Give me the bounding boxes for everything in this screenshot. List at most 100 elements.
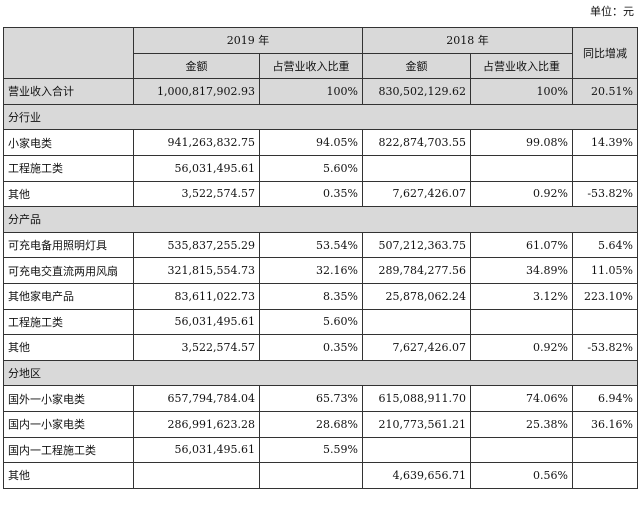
table-row: 可充电备用照明灯具 535,837,255.29 53.54% 507,212,…: [3, 231, 638, 259]
table-row: 国外一小家电类 657,794,784.04 65.73% 615,088,91…: [3, 385, 638, 412]
section-label: 分行业: [3, 103, 638, 131]
table-row: 其他 3,522,574.57 0.35% 7,627,426.07 0.92%…: [3, 334, 638, 361]
row-label: 其他: [3, 334, 134, 361]
header-amount-2018: 金额: [362, 52, 471, 80]
unit-label: 单位：元: [590, 5, 634, 18]
table-row: 小家电类 941,263,832.75 94.05% 822,874,703.5…: [3, 129, 638, 156]
amount-2018: 615,088,911.70: [362, 385, 471, 412]
ratio-2018: 61.07%: [470, 231, 573, 259]
amount-2019: 286,991,623.28: [133, 410, 260, 438]
amount-2018: 7,627,426.07: [362, 180, 471, 208]
section-label: 分产品: [3, 206, 638, 233]
amount-2018: 210,773,561.21: [362, 410, 471, 438]
amount-2019: 535,837,255.29: [133, 231, 260, 259]
yoy-change: [572, 462, 638, 489]
ratio-2018: 100%: [470, 78, 573, 105]
amount-2019: 56,031,495.61: [133, 154, 260, 182]
amount-2019: 83,611,022.73: [133, 282, 260, 310]
ratio-2018: 34.89%: [470, 257, 573, 284]
table-row: 国内一工程施工类 56,031,495.61 5.59%: [3, 436, 638, 464]
amount-2019: 56,031,495.61: [133, 308, 260, 336]
ratio-2019: 0.35%: [259, 334, 363, 361]
yoy-change: 14.39%: [572, 129, 638, 156]
yoy-change: [572, 308, 638, 336]
amount-2019: 941,263,832.75: [133, 129, 260, 156]
yoy-change: -53.82%: [572, 180, 638, 208]
yoy-change: 6.94%: [572, 385, 638, 412]
ratio-2018: 0.92%: [470, 180, 573, 208]
total-row: 营业收入合计 1,000,817,902.93 100% 830,502,129…: [3, 78, 638, 105]
ratio-2019: 32.16%: [259, 257, 363, 284]
yoy-change: [572, 154, 638, 182]
ratio-2019: 65.73%: [259, 385, 363, 412]
amount-2018: [362, 436, 471, 464]
ratio-2018: [470, 308, 573, 336]
amount-2018: [362, 154, 471, 182]
amount-2018: 4,639,656.71: [362, 462, 471, 489]
table-row: 工程施工类 56,031,495.61 5.60%: [3, 154, 638, 182]
ratio-2018: 0.92%: [470, 334, 573, 361]
table-row: 其他 4,639,656.71 0.56%: [3, 462, 638, 489]
ratio-2019: 94.05%: [259, 129, 363, 156]
ratio-2019: 5.59%: [259, 436, 363, 464]
amount-2019: 1,000,817,902.93: [133, 78, 260, 105]
table-row: 其他 3,522,574.57 0.35% 7,627,426.07 0.92%…: [3, 180, 638, 208]
ratio-2018: [470, 436, 573, 464]
header-blank: [3, 26, 134, 80]
header-2018: 2018 年: [362, 27, 573, 54]
ratio-2018: 3.12%: [470, 282, 573, 310]
row-label: 小家电类: [3, 129, 134, 156]
amount-2019: 3,522,574.57: [133, 180, 260, 208]
row-label: 国外一小家电类: [3, 385, 134, 412]
ratio-2019: [259, 462, 363, 489]
section-label: 分地区: [3, 359, 638, 387]
yoy-change: 36.16%: [572, 410, 638, 438]
amount-2018: 507,212,363.75: [362, 231, 471, 259]
row-label: 国内一小家电类: [3, 410, 134, 438]
table-row: 可充电交直流两用风扇 321,815,554.73 32.16% 289,784…: [3, 257, 638, 284]
ratio-2019: 0.35%: [259, 180, 363, 208]
amount-2018: 830,502,129.62: [362, 78, 471, 105]
amount-2018: 25,878,062.24: [362, 282, 471, 310]
header-ratio-2018: 占营业收入比重: [470, 52, 573, 80]
ratio-2019: 5.60%: [259, 154, 363, 182]
ratio-2019: 8.35%: [259, 282, 363, 310]
amount-2018: [362, 308, 471, 336]
ratio-2018: [470, 154, 573, 182]
section-row-industry: 分行业: [3, 103, 638, 131]
ratio-2019: 28.68%: [259, 410, 363, 438]
header-amount-2019: 金额: [133, 52, 260, 80]
row-label: 其他: [3, 180, 134, 208]
yoy-change: 223.10%: [572, 282, 638, 310]
row-label: 其他: [3, 462, 134, 489]
amount-2019: 3,522,574.57: [133, 334, 260, 361]
amount-2019: 321,815,554.73: [133, 257, 260, 284]
header-2019: 2019 年: [133, 27, 363, 54]
section-row-product: 分产品: [3, 206, 638, 233]
table-row: 工程施工类 56,031,495.61 5.60%: [3, 308, 638, 336]
row-label: 工程施工类: [3, 308, 134, 336]
ratio-2018: 0.56%: [470, 462, 573, 489]
row-label: 可充电交直流两用风扇: [3, 257, 134, 284]
ratio-2018: 99.08%: [470, 129, 573, 156]
row-label: 营业收入合计: [3, 78, 134, 105]
yoy-change: -53.82%: [572, 334, 638, 361]
section-row-region: 分地区: [3, 359, 638, 387]
amount-2019: 657,794,784.04: [133, 385, 260, 412]
row-label: 可充电备用照明灯具: [3, 231, 134, 259]
amount-2018: 289,784,277.56: [362, 257, 471, 284]
header-yoy: 同比增减: [572, 26, 638, 80]
yoy-change: 11.05%: [572, 257, 638, 284]
yoy-change: 5.64%: [572, 231, 638, 259]
row-label: 工程施工类: [3, 154, 134, 182]
ratio-2019: 100%: [259, 78, 363, 105]
ratio-2018: 25.38%: [470, 410, 573, 438]
amount-2019: [133, 462, 260, 489]
row-label: 国内一工程施工类: [3, 436, 134, 464]
header-row-years: 2019 年 2018 年 同比增减: [3, 26, 638, 80]
amount-2019: 56,031,495.61: [133, 436, 260, 464]
table-row: 国内一小家电类 286,991,623.28 28.68% 210,773,56…: [3, 410, 638, 438]
header-ratio-2019: 占营业收入比重: [259, 52, 363, 80]
table-row: 其他家电产品 83,611,022.73 8.35% 25,878,062.24…: [3, 282, 638, 310]
row-label: 其他家电产品: [3, 282, 134, 310]
